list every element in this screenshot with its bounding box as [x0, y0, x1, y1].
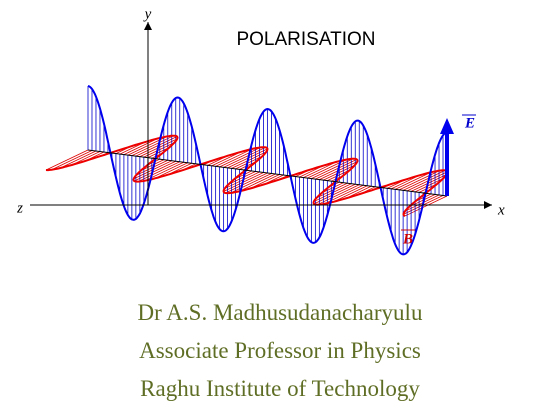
b-hatch	[137, 161, 180, 182]
b-hatch	[219, 147, 261, 168]
b-hatch	[45, 149, 89, 171]
b-hatch	[231, 151, 267, 169]
b-hatch	[414, 178, 444, 193]
b-hatch	[406, 171, 448, 192]
b-hatch	[224, 171, 260, 189]
author: Dr A.S. Madhusudanacharyulu	[137, 300, 423, 325]
b-hatch	[143, 142, 175, 158]
b-hatch	[317, 184, 360, 206]
b-hatch	[230, 173, 272, 194]
b-hatch	[404, 195, 448, 217]
wave-diagram: y z x E B POLARISATION	[16, 6, 505, 256]
b-hatch	[404, 194, 440, 212]
b-hatch	[134, 160, 176, 182]
x-label: x	[497, 202, 505, 218]
b-hatch	[394, 171, 432, 190]
b-hatch	[316, 182, 348, 199]
position: Associate Professor in Physics	[139, 338, 421, 363]
e-arrow	[440, 118, 454, 134]
title: POLARISATION	[236, 29, 375, 50]
b-hatch	[235, 155, 263, 170]
b-hatch	[223, 147, 266, 168]
b-hatch	[131, 135, 174, 156]
b-hatch	[135, 136, 178, 157]
x-arrow	[484, 201, 492, 209]
b-label: B	[402, 231, 413, 247]
b-hatch	[154, 162, 188, 179]
b-hatch	[333, 185, 368, 203]
b-hatch	[215, 148, 253, 167]
b-hatch	[238, 173, 276, 192]
b-wave	[45, 134, 449, 217]
b-hatch	[327, 169, 351, 182]
b-hatch	[402, 170, 446, 191]
b-hatch	[398, 170, 440, 191]
b-hatch	[60, 150, 97, 169]
b-hatch	[225, 172, 268, 194]
b-hatch	[321, 182, 344, 194]
b-hatch	[303, 161, 337, 178]
b-hatch	[123, 138, 158, 155]
b-hatch	[313, 183, 356, 205]
e-label: E	[464, 115, 475, 131]
b-hatch	[315, 159, 357, 180]
b-hatch	[228, 171, 256, 185]
b-hatch	[51, 150, 93, 171]
b-hatch	[140, 159, 164, 172]
z-label: z	[16, 200, 23, 216]
b-hatch	[311, 158, 354, 179]
y-label: y	[143, 6, 152, 22]
institute: Raghu Institute of Technology	[140, 376, 420, 401]
y-arrow	[144, 22, 152, 30]
